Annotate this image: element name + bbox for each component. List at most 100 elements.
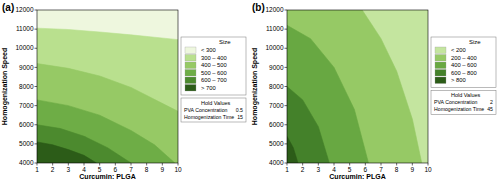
- hold-values-box: [181, 98, 246, 122]
- legend-box: [181, 37, 246, 95]
- band-fill: [37, 142, 97, 163]
- legend-swatch: [435, 62, 446, 69]
- x-tick-label: 5: [348, 166, 352, 173]
- y-tick: [285, 105, 288, 106]
- plot-area: [37, 10, 178, 163]
- x-tick-label: 9: [161, 166, 165, 173]
- y-tick: [35, 67, 38, 68]
- band-fill: [37, 28, 178, 163]
- contour-line: [287, 87, 329, 164]
- figure: (a)1234567891040005000600070008000900010…: [0, 0, 500, 181]
- panel-title: (b): [252, 2, 265, 13]
- x-tick-label: 4: [82, 166, 86, 173]
- x-tick-label: 2: [51, 166, 55, 173]
- legend-swatch: [435, 70, 446, 77]
- plot-frame: [37, 10, 178, 163]
- legend-label: 400 – 500: [201, 62, 227, 68]
- y-tick-label: 7000: [19, 102, 34, 109]
- x-axis-label: Curcumin: PLGA: [79, 173, 135, 180]
- y-tick: [35, 124, 38, 125]
- x-tick-label: 6: [114, 166, 118, 173]
- legend-swatch: [435, 55, 446, 62]
- contour-line: [37, 125, 131, 163]
- y-tick-label: 10000: [15, 44, 33, 51]
- legend-swatch: [185, 55, 196, 62]
- legend-label: < 200: [451, 47, 466, 53]
- contour-line: [287, 25, 368, 163]
- y-tick: [285, 86, 288, 87]
- x-tick-label: 8: [395, 166, 399, 173]
- x-tick-label: 9: [411, 166, 415, 173]
- legend-label: 500 – 600: [201, 70, 227, 76]
- panel-title: (a): [2, 2, 14, 13]
- y-tick: [285, 124, 288, 125]
- hold-values-title: Hold Values: [201, 100, 230, 106]
- plot-frame: [287, 10, 428, 163]
- x-tick-label: 10: [174, 166, 182, 173]
- band-fill: [287, 25, 368, 163]
- y-tick-label: 11000: [266, 25, 284, 32]
- hold-value: 0.5: [236, 107, 243, 113]
- legend-label: 600 – 800: [451, 70, 477, 76]
- y-tick: [35, 10, 38, 11]
- x-tick-label: 5: [98, 166, 102, 173]
- legend-box: [431, 37, 496, 88]
- band-fill: [287, 136, 298, 163]
- band-fill: [37, 125, 131, 163]
- y-tick: [285, 29, 288, 30]
- legend-swatch: [185, 77, 196, 84]
- contour-line: [362, 10, 422, 163]
- hold-values-title: Hold Values: [451, 92, 480, 98]
- y-tick: [35, 86, 38, 87]
- legend-title: Size: [469, 39, 481, 45]
- y-tick-label: 9000: [19, 64, 34, 71]
- hold-values-box: [431, 91, 496, 115]
- legend-title: Size: [219, 39, 231, 45]
- y-tick: [285, 10, 288, 11]
- x-tick-label: 1: [285, 166, 289, 173]
- x-tick-label: 3: [317, 166, 321, 173]
- panel: (a)1234567891040005000600070008000900010…: [1, 2, 246, 180]
- legend-swatch: [435, 77, 446, 84]
- legend-label: > 800: [451, 77, 466, 83]
- y-tick-label: 6000: [19, 121, 34, 128]
- x-tick-label: 2: [301, 166, 305, 173]
- band-fill: [287, 87, 329, 164]
- y-tick-label: 9000: [269, 64, 284, 71]
- y-tick-label: 4000: [269, 159, 284, 166]
- y-tick: [35, 143, 38, 144]
- panel: (b)1234567891040005000600070008000900010…: [251, 2, 496, 180]
- legend-label: 600 – 700: [201, 77, 227, 83]
- hold-value-name: PVA Concentration: [434, 99, 478, 105]
- y-tick: [35, 105, 38, 106]
- contour-line: [287, 136, 298, 163]
- hold-value: 15: [237, 114, 243, 120]
- y-tick-label: 10000: [265, 44, 283, 51]
- hold-value: 45: [487, 106, 493, 112]
- x-tick-label: 8: [145, 166, 149, 173]
- legend-label: < 300: [201, 47, 216, 53]
- hold-value-name: Homogenization Time: [434, 106, 484, 112]
- legend-swatch: [435, 47, 446, 54]
- y-tick-label: 4000: [19, 159, 34, 166]
- legend-label: 200 – 400: [451, 55, 477, 61]
- band-fill: [287, 10, 428, 163]
- y-tick: [285, 143, 288, 144]
- x-tick-label: 7: [379, 166, 383, 173]
- y-tick-label: 7000: [269, 102, 284, 109]
- x-tick-label: 3: [67, 166, 71, 173]
- band-fill: [37, 100, 175, 163]
- y-tick: [285, 163, 288, 164]
- x-tick-label: 10: [424, 166, 432, 173]
- y-tick: [285, 48, 288, 49]
- contour-line: [37, 28, 178, 39]
- y-tick-label: 8000: [269, 83, 284, 90]
- y-axis-label: Homogenization Speed: [1, 48, 9, 125]
- hold-value-name: Homogenization Time: [184, 114, 234, 120]
- y-axis-label: Homogenization Speed: [251, 48, 259, 125]
- y-tick-label: 6000: [269, 121, 284, 128]
- hold-value: 2: [490, 99, 493, 105]
- y-tick-label: 5000: [19, 140, 34, 147]
- legend-swatch: [185, 62, 196, 69]
- y-tick: [35, 29, 38, 30]
